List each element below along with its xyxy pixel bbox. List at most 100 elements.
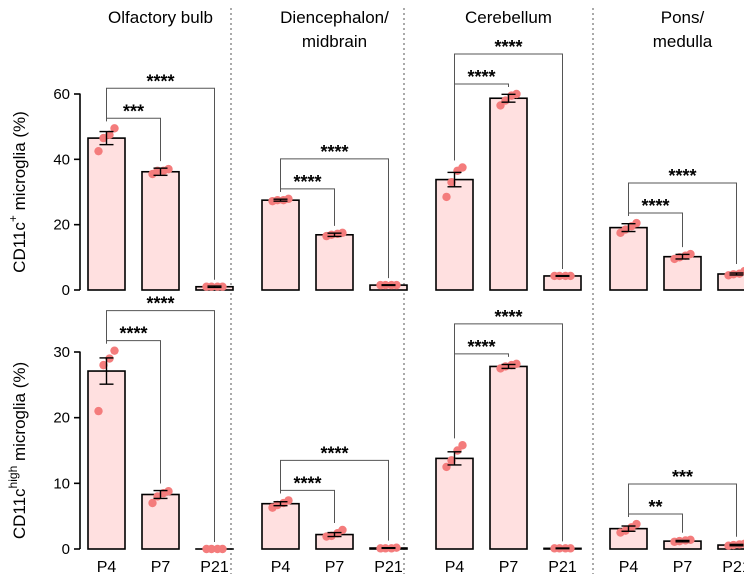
bar-p7 (315, 233, 354, 291)
region-title-dm: midbrain (302, 32, 367, 51)
data-point (392, 543, 401, 552)
y-axis-label-tail: microglia (%) (10, 111, 29, 215)
y-axis-label-sup: high (6, 466, 20, 489)
y-axis-label: CD11c+ microglia (%) (6, 111, 29, 273)
y-tick-label: 60 (53, 86, 70, 103)
x-tick-label: P4 (619, 559, 639, 576)
data-point (218, 282, 227, 291)
region-title-dm: Diencephalon/ (280, 8, 389, 27)
x-tick-label: P7 (673, 559, 693, 576)
data-point (164, 487, 173, 496)
bar-p4 (435, 457, 474, 550)
significance-label: ** (648, 497, 662, 517)
data-point (110, 346, 119, 355)
data-point (338, 228, 347, 238)
bar-p7 (489, 97, 528, 291)
data-point (164, 164, 173, 174)
data-point (512, 359, 521, 369)
data-point (686, 249, 695, 259)
significance-bracket (454, 323, 563, 542)
data-point (447, 456, 456, 465)
significance-label: **** (494, 37, 522, 57)
significance-bracket (106, 87, 215, 280)
data-point (566, 544, 575, 553)
significance-label: **** (320, 443, 348, 463)
significance-label: **** (668, 166, 696, 186)
significance-bracket (106, 310, 215, 542)
data-point (218, 544, 227, 554)
significance-label: **** (641, 196, 669, 216)
significance-label: **** (467, 337, 495, 357)
significance-bracket (628, 182, 737, 265)
y-tick-label: 30 (53, 344, 70, 361)
y-tick-label: 10 (53, 475, 70, 492)
x-tick-label: P7 (499, 559, 519, 576)
x-tick-label: P21 (548, 559, 577, 576)
region-title-ob: Olfactory bulb (108, 8, 213, 27)
significance-label: *** (123, 101, 144, 121)
y-axis-label-tail: microglia (%) (10, 362, 29, 466)
data-point (447, 178, 456, 187)
significance-label: **** (146, 294, 174, 314)
data-point (458, 163, 467, 172)
data-point (453, 446, 462, 455)
data-point (632, 519, 641, 529)
x-tick-label: P21 (200, 559, 229, 576)
bar-p7 (141, 493, 180, 550)
y-axis-label-sup: + (6, 215, 20, 222)
significance-bracket (628, 483, 737, 537)
y-tick-label: 0 (62, 541, 70, 558)
y-axis-label-main: CD11c (10, 488, 29, 539)
data-point (512, 89, 521, 99)
significance-label: **** (494, 307, 522, 327)
bar-p4 (261, 199, 300, 291)
data-point (110, 124, 119, 133)
data-point (94, 406, 103, 416)
x-tick-label: P7 (151, 559, 171, 576)
bar-p7 (141, 170, 180, 291)
x-tick-label: P4 (445, 559, 465, 576)
significance-label: **** (467, 67, 495, 87)
y-tick-label: 0 (62, 282, 70, 299)
data-point (566, 271, 575, 281)
y-tick-label: 20 (53, 410, 70, 427)
data-point (148, 498, 157, 508)
bar-p4 (87, 137, 126, 291)
significance-label: **** (320, 142, 348, 162)
region-title-pm: Pons/ (661, 8, 705, 27)
x-tick-label: P4 (271, 559, 291, 576)
significance-label: **** (293, 473, 321, 493)
y-axis-label: CD11chigh microglia (%) (6, 362, 29, 539)
bar-p4 (609, 226, 648, 291)
bar-p4 (435, 178, 474, 291)
significance-bracket (280, 459, 389, 541)
bar-p4 (261, 502, 300, 550)
significance-label: **** (293, 172, 321, 192)
y-tick-label: 40 (53, 151, 70, 168)
data-point (632, 218, 641, 228)
bar-p4 (87, 370, 126, 550)
y-axis-label-main: CD11c (10, 222, 29, 273)
y-tick-label: 20 (53, 217, 70, 234)
region-title-pm: medulla (653, 32, 713, 51)
significance-label: **** (146, 71, 174, 91)
data-point (273, 195, 282, 205)
data-point (458, 441, 467, 450)
significance-bracket (280, 158, 389, 279)
data-point (105, 130, 114, 140)
data-point (442, 192, 451, 202)
data-point (392, 280, 401, 290)
x-tick-label: P21 (374, 559, 403, 576)
significance-label: **** (119, 324, 147, 344)
x-tick-label: P4 (97, 559, 117, 576)
significance-label: *** (672, 467, 693, 487)
significance-bracket (454, 53, 563, 269)
bar-p7 (489, 365, 528, 550)
data-point (99, 360, 108, 370)
x-tick-label: P7 (325, 559, 345, 576)
data-point (207, 544, 216, 554)
bar-p7 (663, 255, 702, 291)
data-point (94, 146, 103, 156)
x-tick-label: P21 (722, 559, 744, 576)
